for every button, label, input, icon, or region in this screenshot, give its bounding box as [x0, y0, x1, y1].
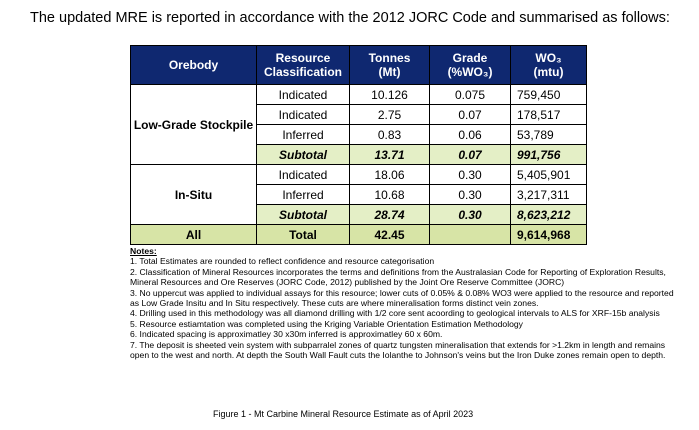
table-row: Low-Grade Stockpile Indicated 10.126 0.0…: [130, 84, 587, 165]
cell-tonnes: 18.06: [349, 164, 430, 185]
total-row: All Total 42.45 9,614,968: [130, 224, 587, 245]
cell-tonnes: 10.126: [349, 84, 430, 105]
note-1: 1. Total Estimates are rounded to reflec…: [130, 256, 435, 267]
subtotal-row-insitu: Subtotal 28.74 0.30 8,623,212: [131, 204, 587, 225]
header-grade: Grade (%WO₃): [429, 45, 511, 85]
notes-title: Notes:: [130, 246, 157, 256]
cell-tonnes: 2.75: [349, 104, 430, 125]
cell-grade: 0.07: [429, 104, 511, 125]
cell-grade: 0.30: [429, 164, 511, 185]
cell-classification: Indicated: [256, 104, 350, 125]
header-tonnes: Tonnes (Mt): [349, 45, 430, 85]
note-2: 2. Classification of Mineral Resources i…: [130, 266, 666, 288]
orebody-lgs: Low-Grade Stockpile: [130, 84, 257, 165]
note-6: 6. Indicated spacing is approximatley 30…: [130, 329, 443, 340]
cell-grade: 0.075: [429, 84, 511, 105]
subtotal-grade: 0.30: [429, 204, 511, 225]
note-5: 5. Resource estiamtation was completed u…: [130, 318, 523, 329]
subtotal-grade: 0.07: [429, 144, 511, 165]
cell-tonnes: 10.68: [349, 184, 430, 205]
cell-wo3: 53,789: [510, 124, 587, 145]
mre-table: Orebody Resource Classification Tonnes (Mt…: [130, 45, 587, 245]
subtotal-tonnes: 13.71: [349, 144, 430, 165]
figure-caption: Figure 1 - Mt Carbine Mineral Resource E…: [213, 409, 474, 419]
total-tonnes: 42.45: [349, 224, 430, 245]
note-7: 7. The deposit is sheeted vein system wi…: [130, 339, 666, 361]
subtotal-label: Subtotal: [256, 144, 350, 165]
note-3: 3. No uppercut was applied to individual…: [130, 287, 674, 309]
orebody-insitu: In-Situ: [130, 164, 257, 225]
cell-classification: Indicated: [256, 164, 350, 185]
total-label: Total: [256, 224, 350, 245]
header-wo3: WO₃ (mtu): [510, 45, 587, 85]
subtotal-wo3: 8,623,212: [510, 204, 587, 225]
cell-classification: Inferred: [256, 184, 350, 205]
notes: Notes: 1. Total Estimates are rounded to…: [130, 246, 675, 360]
cell-grade: 0.06: [429, 124, 511, 145]
header-orebody: Orebody: [130, 45, 257, 85]
subtotal-wo3: 991,756: [510, 144, 587, 165]
table-header-row: Orebody Resource Classification Tonnes (Mt…: [130, 45, 587, 85]
total-wo3: 9,614,968: [510, 224, 587, 245]
table-row: In-Situ Indicated 18.06 0.30 5,405,901: [130, 164, 587, 225]
cell-wo3: 5,405,901: [510, 164, 587, 185]
cell-wo3: 178,517: [510, 104, 587, 125]
note-4: 4. Drilling used in this methodology was…: [130, 308, 660, 319]
subtotal-label: Subtotal: [256, 204, 350, 225]
cell-grade: 0.30: [429, 184, 511, 205]
cell-classification: Inferred: [256, 124, 350, 145]
cell-classification: Indicated: [256, 84, 350, 105]
intro-text: The updated MRE is reported in accordanc…: [30, 10, 670, 26]
header-classification: Resource Classification: [256, 45, 350, 85]
cell-wo3: 759,450: [510, 84, 587, 105]
subtotal-row-lgs: Subtotal 13.71 0.07 991,756: [131, 144, 587, 165]
cell-tonnes: 0.83: [349, 124, 430, 145]
total-grade: [429, 224, 511, 245]
subtotal-tonnes: 28.74: [349, 204, 430, 225]
orebody-all: All: [130, 224, 257, 245]
cell-wo3: 3,217,311: [510, 184, 587, 205]
